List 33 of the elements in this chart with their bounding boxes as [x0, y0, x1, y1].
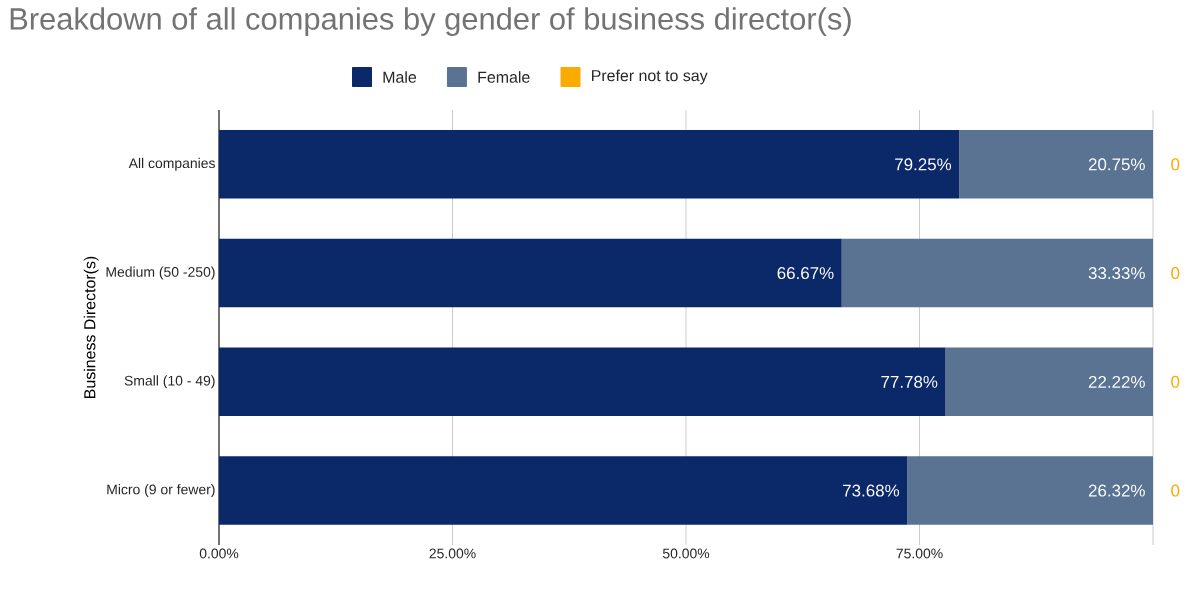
y-tick-label: Small (10 - 49) [124, 375, 215, 389]
bar [219, 238, 842, 308]
data-label: 0 [1171, 158, 1180, 171]
bar [219, 456, 908, 525]
y-tick-label: Medium (50 -250) [106, 266, 215, 280]
chart-title: Breakdown of all companies by gender of business director(s) [10, 7, 851, 36]
x-tick-label: 0.00% [199, 548, 239, 559]
bar [219, 347, 946, 417]
data-label: 20.75% [1088, 158, 1145, 171]
data-label: 73.68% [843, 484, 900, 497]
data-label: 66.67% [777, 267, 834, 280]
y-axis-title: Business Director(s) [83, 256, 99, 398]
y-tick-label: All companies [128, 157, 215, 171]
bar [907, 456, 1154, 525]
data-label: 26.32% [1088, 484, 1145, 497]
data-label: 0 [1171, 484, 1180, 497]
data-label: 22.22% [1088, 375, 1145, 388]
bar [945, 347, 1154, 417]
y-tick-label: Micro (9 or fewer) [107, 484, 215, 498]
data-label: 79.25% [895, 158, 952, 171]
legend-label: Female [478, 71, 530, 83]
data-label: 33.33% [1088, 267, 1145, 280]
data-label: 0 [1171, 375, 1180, 388]
data-label: 0 [1171, 267, 1180, 280]
x-tick-label: 50.00% [662, 548, 710, 559]
bar [841, 238, 1154, 308]
legend-label: Male [383, 71, 417, 83]
data-label: 77.78% [881, 375, 938, 388]
x-tick-label: 75.00% [896, 548, 943, 559]
legend-label: Prefer not to say [592, 69, 708, 85]
bar [959, 130, 1154, 199]
bar [219, 130, 960, 199]
x-tick-label: 25.00% [429, 548, 476, 559]
